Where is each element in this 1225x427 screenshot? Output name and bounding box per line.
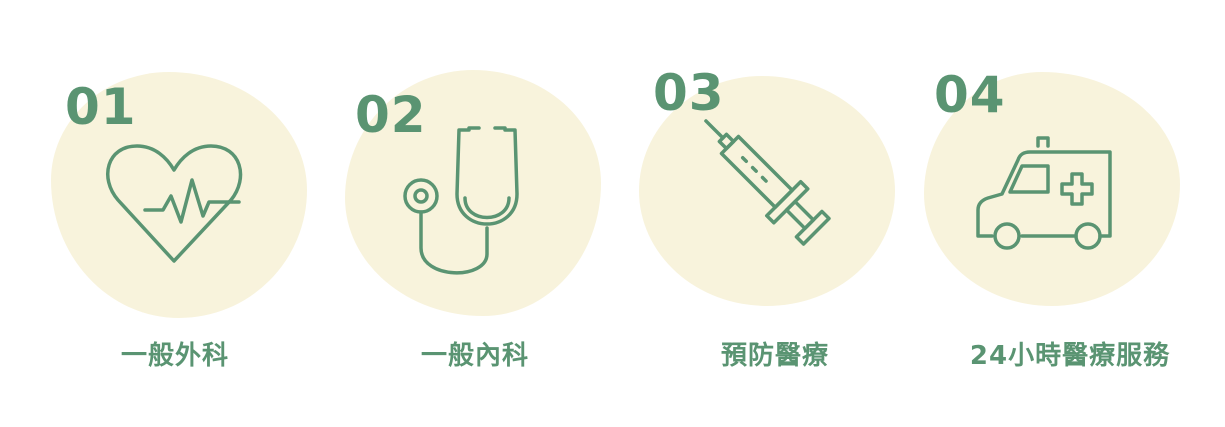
ambulance-icon	[974, 132, 1118, 252]
service-label: 24小時醫療服務	[920, 338, 1220, 374]
service-label: 一般內科	[325, 338, 625, 374]
service-number: 01	[65, 82, 137, 132]
service-internal-medicine[interactable]: 02 一般內科	[325, 0, 625, 427]
service-label: 一般外科	[25, 338, 325, 374]
service-24h-medical[interactable]: 04 24小時醫療服務	[920, 0, 1220, 427]
service-preventive-medicine[interactable]: 03	[625, 0, 925, 427]
stethoscope-icon	[401, 124, 531, 284]
service-general-surgery[interactable]: 01 一般外科	[25, 0, 325, 427]
heart-pulse-icon	[101, 138, 251, 268]
service-number: 04	[934, 70, 1006, 120]
syringe-icon	[701, 116, 841, 256]
service-label: 預防醫療	[625, 338, 925, 374]
service-number: 03	[653, 68, 725, 118]
